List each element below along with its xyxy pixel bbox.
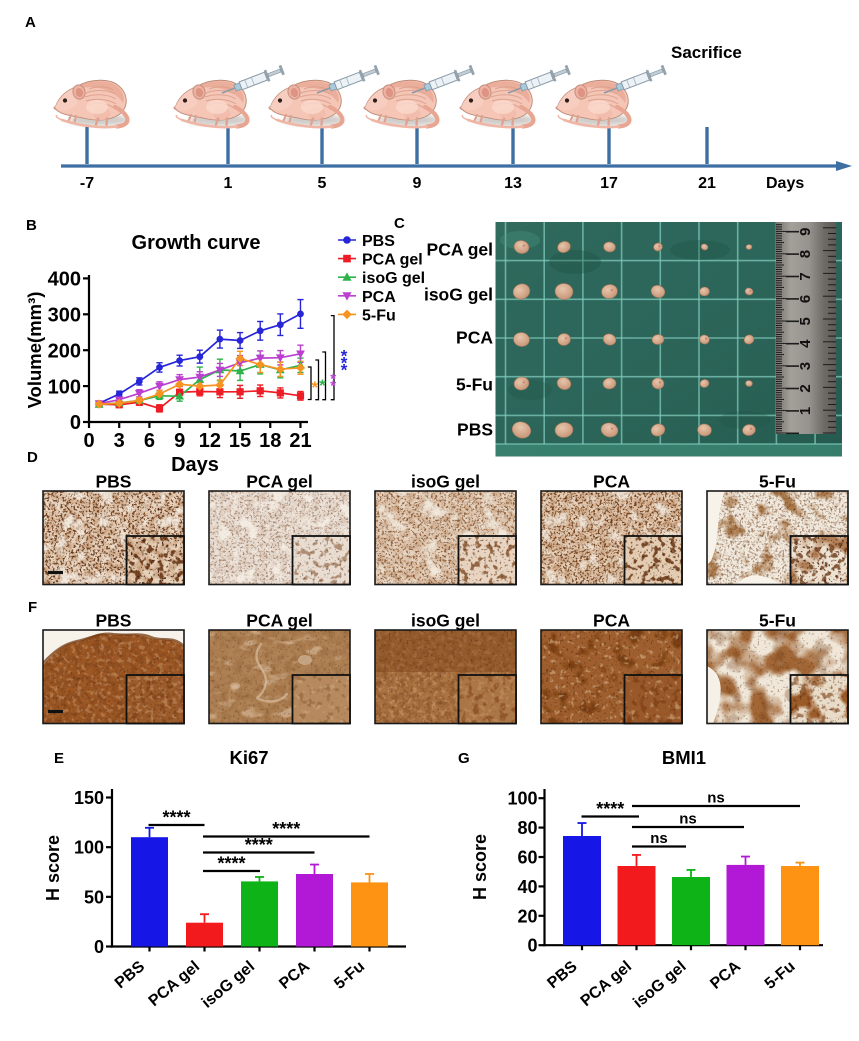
svg-text:BMI1: BMI1 <box>662 747 706 768</box>
svg-text:Days: Days <box>766 175 804 192</box>
svg-text:150: 150 <box>74 788 104 808</box>
svg-text:isoG gel: isoG gel <box>362 270 425 287</box>
svg-text:isoG gel: isoG gel <box>411 611 480 631</box>
svg-text:5-Fu: 5-Fu <box>456 375 493 395</box>
svg-text:40: 40 <box>517 877 537 897</box>
svg-text:Growth curve: Growth curve <box>132 232 261 254</box>
svg-text:*: * <box>319 376 326 395</box>
svg-text:100: 100 <box>507 789 537 809</box>
svg-text:100: 100 <box>48 376 81 398</box>
svg-text:PBS: PBS <box>96 472 132 492</box>
svg-text:PCA: PCA <box>362 289 396 306</box>
svg-text:0: 0 <box>527 936 537 956</box>
svg-text:D: D <box>27 449 38 466</box>
svg-text:1: 1 <box>797 407 814 415</box>
svg-text:****: **** <box>272 819 300 839</box>
svg-text:-7: -7 <box>80 175 94 192</box>
svg-text:21: 21 <box>698 175 716 192</box>
svg-text:5-Fu: 5-Fu <box>759 611 796 631</box>
svg-text:17: 17 <box>600 175 618 192</box>
svg-text:*: * <box>341 347 348 366</box>
svg-text:9: 9 <box>174 430 185 452</box>
svg-text:300: 300 <box>48 305 81 327</box>
svg-text:PCA: PCA <box>593 472 630 492</box>
svg-text:50: 50 <box>84 887 104 907</box>
svg-text:PCA gel: PCA gel <box>246 611 312 631</box>
svg-text:Days: Days <box>171 454 219 476</box>
svg-text:Volume(mm³): Volume(mm³) <box>24 292 45 409</box>
svg-text:100: 100 <box>74 838 104 858</box>
svg-text:ns: ns <box>650 830 668 847</box>
svg-text:ns: ns <box>707 790 725 807</box>
svg-text:*: * <box>330 378 336 395</box>
svg-text:PCA gel: PCA gel <box>427 240 493 260</box>
svg-text:5-Fu: 5-Fu <box>759 472 796 492</box>
svg-text:****: **** <box>596 799 624 819</box>
svg-text:****: **** <box>217 854 245 874</box>
svg-text:3: 3 <box>797 362 814 370</box>
svg-text:3: 3 <box>114 430 125 452</box>
svg-text:2: 2 <box>797 384 814 392</box>
svg-text:PCA gel: PCA gel <box>362 252 423 269</box>
svg-text:20: 20 <box>517 906 537 926</box>
svg-text:isoG gel: isoG gel <box>424 285 493 305</box>
svg-text:Sacrifice: Sacrifice <box>671 43 742 62</box>
svg-text:400: 400 <box>48 269 81 291</box>
svg-text:*: * <box>330 371 336 388</box>
svg-text:1: 1 <box>224 175 233 192</box>
svg-text:200: 200 <box>48 340 81 362</box>
svg-text:*: * <box>341 361 348 380</box>
svg-text:E: E <box>54 750 64 767</box>
svg-text:PBS: PBS <box>96 611 132 631</box>
svg-text:isoG gel: isoG gel <box>411 472 480 492</box>
svg-text:7: 7 <box>797 272 814 280</box>
svg-text:B: B <box>26 217 37 234</box>
svg-text:12: 12 <box>199 430 221 452</box>
svg-text:*: * <box>311 378 318 397</box>
svg-text:9: 9 <box>797 228 814 236</box>
svg-text:****: **** <box>162 808 190 828</box>
svg-text:13: 13 <box>504 175 522 192</box>
svg-text:5: 5 <box>797 317 814 325</box>
svg-text:****: **** <box>245 835 273 855</box>
svg-text:C: C <box>394 215 405 232</box>
svg-text:8: 8 <box>797 250 814 258</box>
svg-text:0: 0 <box>83 430 94 452</box>
svg-text:6: 6 <box>144 430 155 452</box>
svg-text:0: 0 <box>94 937 104 957</box>
svg-text:18: 18 <box>259 430 281 452</box>
svg-text:PCA: PCA <box>456 328 493 348</box>
svg-text:A: A <box>25 14 36 31</box>
svg-text:Ki67: Ki67 <box>229 747 268 768</box>
svg-text:PCA gel: PCA gel <box>246 472 312 492</box>
svg-text:PBS: PBS <box>362 233 395 250</box>
svg-text:5-Fu: 5-Fu <box>362 307 396 324</box>
svg-text:PCA: PCA <box>593 611 630 631</box>
svg-text:PBS: PBS <box>457 420 493 440</box>
svg-text:6: 6 <box>797 295 814 303</box>
svg-text:15: 15 <box>229 430 251 452</box>
svg-text:H score: H score <box>43 835 63 901</box>
svg-text:4: 4 <box>797 339 814 348</box>
svg-text:*: * <box>341 354 348 373</box>
svg-text:80: 80 <box>517 818 537 838</box>
svg-text:G: G <box>458 750 470 767</box>
svg-text:ns: ns <box>679 811 697 828</box>
svg-text:21: 21 <box>289 430 311 452</box>
svg-text:F: F <box>28 599 37 616</box>
svg-text:5: 5 <box>318 175 327 192</box>
svg-text:0: 0 <box>70 412 81 434</box>
svg-text:9: 9 <box>413 175 422 192</box>
svg-text:H score: H score <box>470 834 490 900</box>
svg-text:60: 60 <box>517 848 537 868</box>
